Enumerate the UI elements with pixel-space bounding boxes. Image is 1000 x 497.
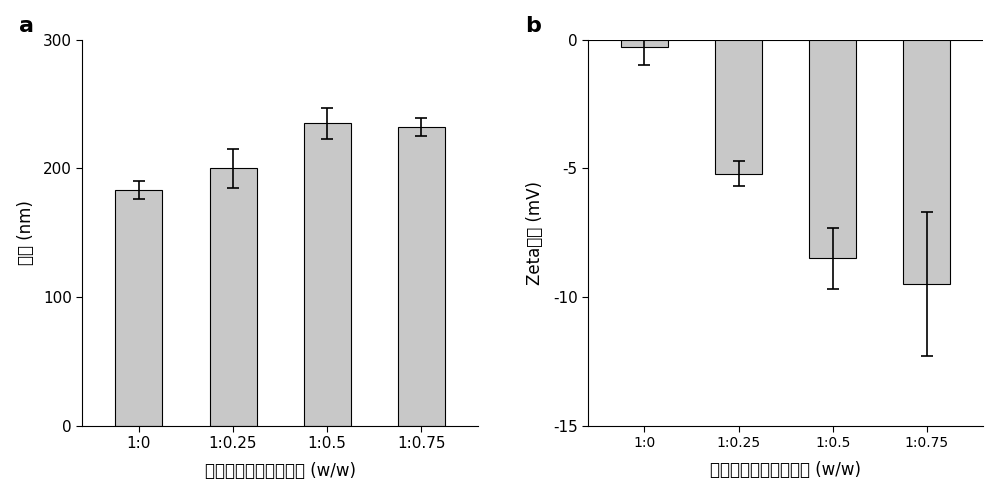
Bar (210, 168, 257, 426)
X-axis label: 磷脂和膜蛋白的质量比 (w/w): 磷脂和膜蛋白的质量比 (w/w) (710, 461, 861, 479)
X-axis label: 磷脂和膜蛋白的质量比 (w/w): 磷脂和膜蛋白的质量比 (w/w) (205, 462, 356, 480)
Bar (715, 40, 762, 173)
Bar (903, 40, 950, 284)
Bar (304, 123, 351, 426)
Y-axis label: 粒径 (nm): 粒径 (nm) (17, 200, 35, 265)
Bar (398, 127, 445, 426)
Bar (115, 190, 162, 426)
Bar (809, 40, 856, 258)
Text: b: b (525, 16, 541, 36)
Y-axis label: Zeta电位 (mV): Zeta电位 (mV) (526, 181, 544, 285)
Bar (621, 40, 668, 47)
Text: a: a (19, 16, 34, 36)
